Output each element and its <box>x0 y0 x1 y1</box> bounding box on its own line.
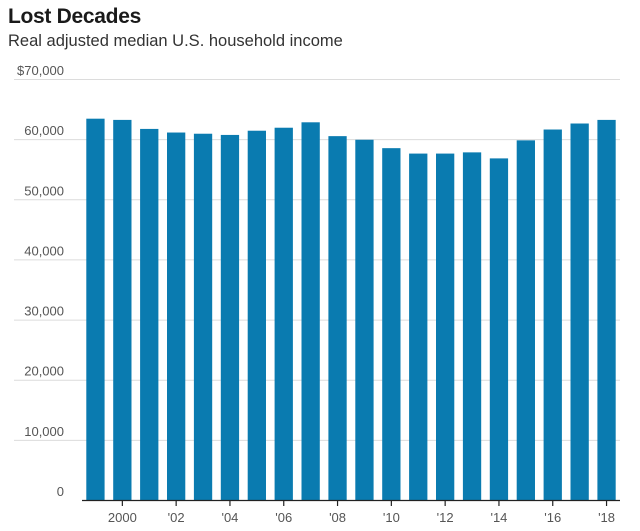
y-tick-label: 0 <box>57 484 64 499</box>
y-tick-label: $70,000 <box>17 63 64 78</box>
bar-2007 <box>301 122 320 501</box>
x-tick-label: '12 <box>437 510 454 525</box>
bar-2012 <box>436 153 455 500</box>
x-tick-label: '08 <box>329 510 346 525</box>
bar-2018 <box>597 119 616 501</box>
y-tick-label: 30,000 <box>24 304 64 319</box>
x-axis-ticks: 2000 '02 '04 '06 '08 '10 '12 '14 '16 '18 <box>108 500 615 525</box>
bar-2015 <box>516 140 535 500</box>
x-tick-label: '06 <box>275 510 292 525</box>
chart-title: Lost Decades <box>8 5 141 28</box>
y-axis-ticks: 0 10,000 20,000 30,000 40,000 50,000 60,000 $70… <box>17 63 64 499</box>
x-tick-label: '14 <box>490 510 507 525</box>
x-tick-label: '16 <box>544 510 561 525</box>
bar-2001 <box>140 128 159 501</box>
bar-2008 <box>328 136 347 500</box>
y-tick-label: 40,000 <box>24 243 64 258</box>
y-tick-label: 50,000 <box>24 183 64 198</box>
y-tick-label: 20,000 <box>24 364 64 379</box>
y-tick-label: 10,000 <box>24 424 64 439</box>
bar-2017 <box>570 123 589 500</box>
bar-2004 <box>220 134 240 500</box>
x-tick-label: '02 <box>168 510 185 525</box>
bar-2000 <box>113 119 132 501</box>
y-tick-label: 60,000 <box>24 123 64 138</box>
bar-2006 <box>274 127 293 500</box>
bar-2005 <box>247 130 266 500</box>
bar-2009 <box>355 139 374 501</box>
x-tick-label: '04 <box>221 510 238 525</box>
x-tick-label: 2000 <box>108 510 137 525</box>
chart-subtitle: Real adjusted median U.S. household inco… <box>8 32 343 50</box>
bar-2011 <box>409 153 428 500</box>
bar-2013 <box>462 152 482 500</box>
bar-2014 <box>489 158 509 500</box>
bar-2016 <box>543 129 562 500</box>
bar-2010 <box>382 148 401 500</box>
x-tick-label: '10 <box>383 510 400 525</box>
bar-1999 <box>86 118 105 500</box>
bars <box>86 118 616 501</box>
bar-2002 <box>167 132 186 500</box>
bar-2003 <box>193 133 213 501</box>
x-tick-label: '18 <box>598 510 615 525</box>
